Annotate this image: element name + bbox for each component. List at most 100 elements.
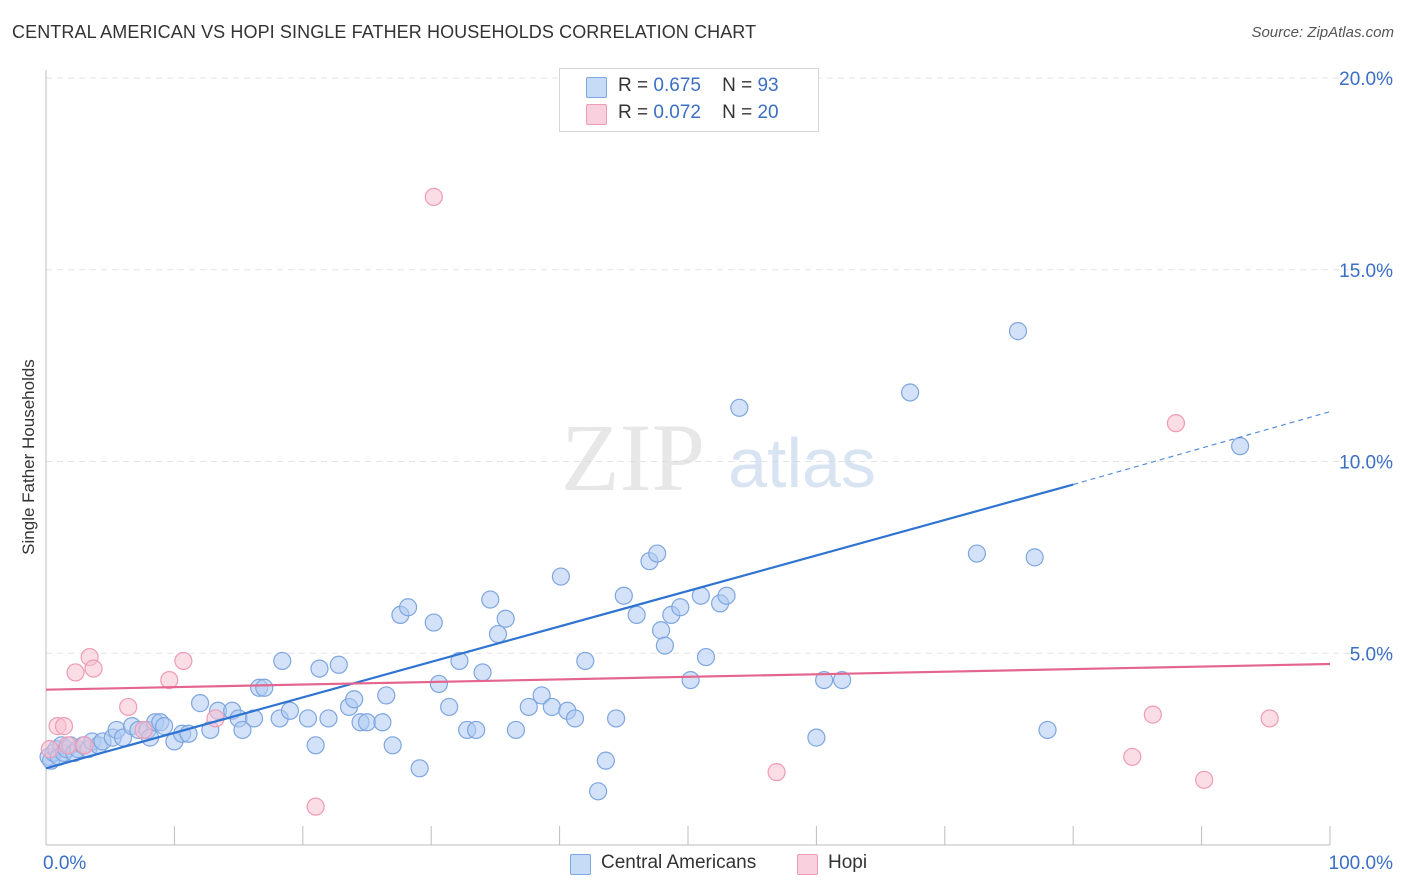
central-point (398, 598, 418, 617)
central-point (815, 670, 834, 690)
central-point (450, 651, 469, 671)
chart-title: CENTRAL AMERICAN VS HOPI SINGLE FATHER H… (12, 22, 757, 42)
central-point (319, 709, 338, 728)
central-n-value: 93 (757, 75, 779, 96)
central-point (345, 690, 364, 709)
central-point (542, 697, 561, 717)
legend-r-label: R = (618, 102, 649, 123)
hopi-point (306, 797, 325, 816)
hopi-point (54, 717, 74, 736)
hopi-point (1260, 709, 1279, 728)
central-point (280, 701, 300, 720)
central-point (648, 544, 667, 563)
hopi-points (40, 187, 1279, 816)
central-point (410, 759, 429, 778)
central-point (627, 605, 646, 625)
hopi-point (119, 697, 138, 717)
y-tick-label: 20.0% (1339, 69, 1393, 90)
central-point (651, 621, 671, 640)
hopi-point (1166, 414, 1186, 433)
central-legend-label: Central Americans (601, 852, 757, 873)
central-trend-line (45, 483, 1074, 770)
central-point (424, 613, 443, 632)
central-point (429, 674, 449, 694)
hopi-point (424, 187, 443, 206)
hopi-point (66, 663, 85, 682)
central-point (306, 736, 325, 755)
central-point (190, 694, 210, 713)
central-point (606, 709, 626, 728)
legend-n-label: N = (722, 102, 753, 123)
central-point (1038, 720, 1057, 740)
central-point (519, 697, 538, 717)
hopi-point (206, 709, 225, 728)
central-point (901, 383, 920, 402)
central-point (614, 586, 633, 605)
central-point (565, 709, 585, 728)
hopi-point (40, 740, 59, 759)
hopi-point (1143, 705, 1162, 724)
central-point (373, 713, 392, 732)
hopi-point (1123, 747, 1142, 766)
hopi-point (174, 651, 193, 671)
central-point (1008, 322, 1028, 341)
central-point (383, 736, 402, 755)
central-point (496, 609, 515, 628)
y-tick-label: 15.0% (1339, 261, 1393, 282)
hopi-point (58, 736, 77, 755)
central-point (589, 782, 608, 801)
central-point (832, 670, 852, 690)
central-point (730, 398, 749, 417)
central-swatch (586, 77, 607, 98)
central-point (506, 720, 526, 740)
hopi-point (767, 763, 786, 782)
central-point (551, 567, 570, 586)
hopi-trend-line (45, 662, 1331, 691)
legend-n-label: N = (722, 75, 753, 96)
hopi-legend-label: Hopi (828, 852, 868, 873)
correlation-legend: R = 0.675 N = 93 R = 0.072 N = 20 (559, 68, 819, 132)
central-point (329, 655, 348, 674)
central-point (377, 686, 396, 705)
central-point (255, 678, 274, 697)
hopi-legend-swatch (797, 854, 818, 875)
central-point (717, 586, 736, 605)
central-point (967, 544, 987, 563)
central-point (473, 663, 492, 682)
central-point (655, 636, 674, 655)
central-legend-swatch (570, 854, 591, 875)
watermark-zip: ZIP (561, 404, 705, 511)
hopi-point (134, 720, 153, 740)
central-point (1025, 548, 1044, 567)
source-label: Source: ZipAtlas.com (1251, 24, 1394, 41)
hopi-point (160, 670, 179, 690)
central-point (310, 659, 329, 678)
x-tick-label-max: 100.0% (1329, 853, 1394, 874)
hopi-n-value: 20 (757, 102, 779, 123)
y-tick-label: 5.0% (1350, 644, 1393, 665)
y-axis-label: Single Father Households (19, 359, 38, 555)
central-r-value: 0.675 (653, 75, 701, 96)
legend-r-label: R = (618, 75, 649, 96)
central-point (671, 598, 690, 617)
central-point (1231, 437, 1250, 456)
trend-lines (45, 411, 1331, 770)
hopi-point (84, 659, 103, 678)
hopi-point (1195, 770, 1214, 789)
central-point (488, 624, 508, 644)
hopi-r-value: 0.072 (653, 102, 701, 123)
hopi-swatch (586, 104, 607, 125)
central-point (532, 686, 551, 705)
gridlines (46, 77, 1393, 654)
central-point (681, 670, 700, 690)
central-point (273, 651, 292, 671)
hopi-point (75, 736, 94, 755)
tick-labels: 5.0% 10.0% 15.0% 20.0% 0.0% 100.0% (43, 69, 1393, 874)
central-point (481, 590, 500, 609)
central-americans-points (39, 322, 1250, 801)
central-point (467, 720, 486, 740)
central-point (298, 709, 318, 728)
central-point (155, 717, 174, 736)
central-point (576, 651, 595, 671)
